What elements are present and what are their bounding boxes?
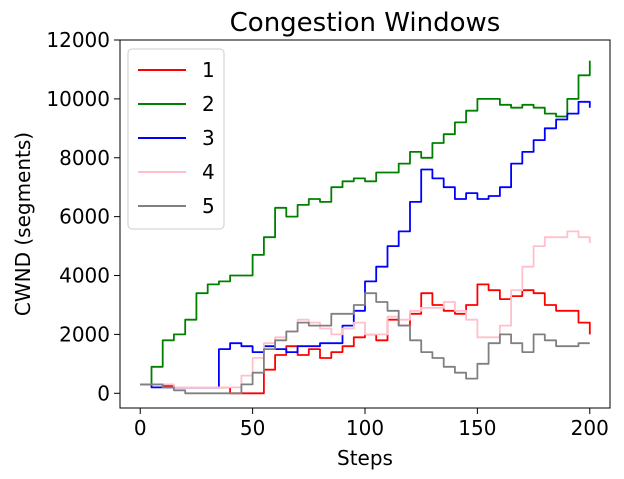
x-tick-label: 100 <box>346 416 384 440</box>
y-tick-label: 8000 <box>59 146 110 170</box>
series-line-5 <box>140 292 590 395</box>
x-tick-label: 200 <box>571 416 609 440</box>
series-line-2 <box>140 60 591 386</box>
x-tick-label: 150 <box>458 416 496 440</box>
y-tick-label: 10000 <box>46 87 110 111</box>
legend: 1 2 3 4 5 <box>127 48 225 230</box>
legend-label-3: 3 <box>202 126 215 150</box>
series-line-4 <box>140 230 591 389</box>
legend-label-5: 5 <box>202 194 215 218</box>
y-tick-label: 12000 <box>46 28 110 52</box>
y-tick-label: 6000 <box>59 205 110 229</box>
y-axis-label: CWND (segments) <box>11 132 35 316</box>
x-axis-label: Steps <box>337 446 393 470</box>
y-tick-label: 2000 <box>59 322 110 346</box>
chart-title: Congestion Windows <box>230 8 501 38</box>
x-tick-label: 50 <box>240 416 265 440</box>
x-tick-label: 0 <box>134 416 147 440</box>
series-line-3 <box>140 100 591 389</box>
plot-lines <box>140 60 591 395</box>
y-tick-label: 0 <box>97 381 110 405</box>
legend-label-1: 1 <box>202 58 215 82</box>
y-tick-label: 4000 <box>59 264 110 288</box>
legend-label-2: 2 <box>202 92 215 116</box>
legend-label-4: 4 <box>202 160 215 184</box>
plot-frame <box>119 39 611 409</box>
